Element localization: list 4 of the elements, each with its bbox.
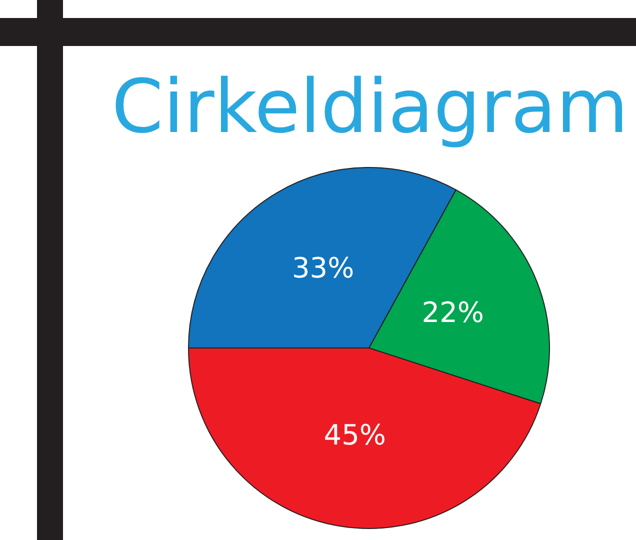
data-label: 22% xyxy=(422,296,484,330)
data-label: 33% xyxy=(292,252,354,285)
data-label: 45% xyxy=(324,418,386,452)
chart-title: Cirkeldiagram xyxy=(110,63,630,152)
